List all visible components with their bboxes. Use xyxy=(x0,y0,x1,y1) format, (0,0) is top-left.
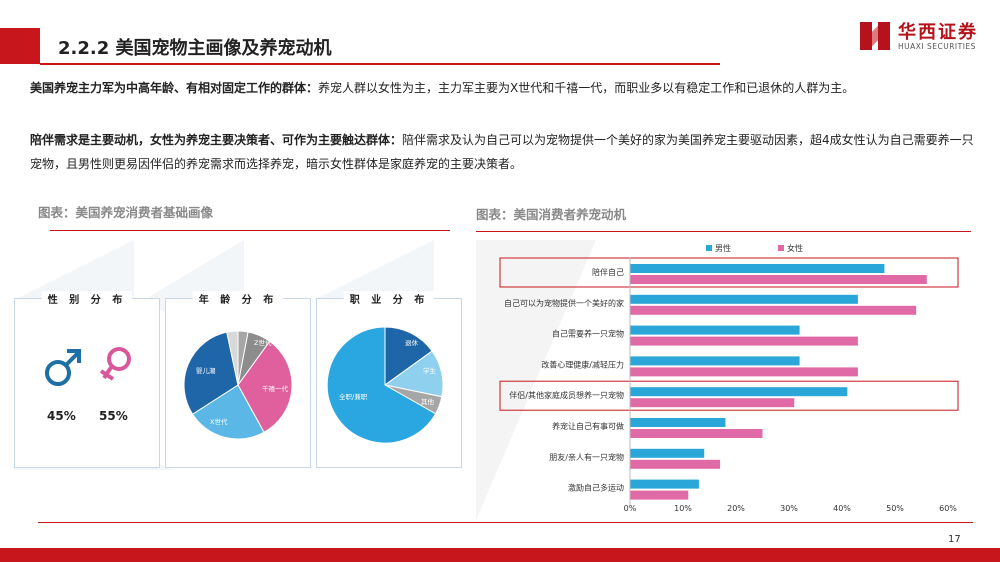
legend-swatch-1 xyxy=(706,245,712,251)
left-figure-caption: 图表：美国养宠消费者基础画像 xyxy=(38,205,214,220)
x-tick-label: 50% xyxy=(886,504,904,513)
bar-male xyxy=(630,294,858,304)
male-percentage: 45% xyxy=(47,409,76,423)
job-panel-title: 职 业 分 布 xyxy=(343,291,435,306)
category-label: 朋友/亲人有一只宠物 xyxy=(549,452,624,462)
footer-bar xyxy=(0,548,1000,562)
slide-title: 2.2.2 美国宠物主画像及养宠动机 xyxy=(58,38,332,59)
age-slice-minor xyxy=(226,330,239,386)
x-tick-label: 0% xyxy=(624,504,637,513)
motivation-bar-chart: 男性 女性陪伴自己自己可以为宠物提供一个美好的家自己需要养一只宠物改善心理健康/减… xyxy=(499,243,959,513)
bar-female xyxy=(630,305,917,315)
paragraph-1-body: 养宠人群以女性为主，主力军主要为X世代和千禧一代，而职业多以有稳定工作和已退休的… xyxy=(318,81,855,95)
logo-text-cn: 华西证券 xyxy=(898,22,978,43)
bar-male xyxy=(630,418,726,427)
job-slice-employed xyxy=(326,326,437,444)
right-caption-rule xyxy=(476,231,971,232)
x-tick-label: 10% xyxy=(674,504,692,513)
page-number: 17 xyxy=(948,534,961,545)
category-label: 陪伴自己 xyxy=(592,267,624,277)
bar-female xyxy=(630,275,927,284)
gender-distribution-panel: 性 别 分 布 45% 55% xyxy=(14,291,160,468)
legend-swatch-2 xyxy=(778,245,784,251)
category-label: 激励自己多运动 xyxy=(568,483,624,493)
paragraph-1: 美国养宠主力军为中高年龄、有相对固定工作的群体：养宠人群以女性为主，主力军主要为… xyxy=(30,76,980,100)
category-label: 伴侣/其他家庭成员想养一只宠物 xyxy=(509,390,624,400)
highlight-box-2 xyxy=(499,380,959,411)
female-percentage: 55% xyxy=(99,409,128,423)
job-label-employed: 全职/兼职 xyxy=(339,392,368,401)
age-panel-title: 年 龄 分 布 xyxy=(192,291,284,306)
paragraph-2: 陪伴需求是主要动机，女性为养宠主要决策者、可作为主要触达群体：陪伴需求及认为自己… xyxy=(30,128,980,176)
huaxi-logo-icon xyxy=(860,22,890,50)
age-label-x: X世代 xyxy=(210,417,228,426)
age-distribution-panel: 年 龄 分 布 Z世代 千禧一代 X世代 婴儿潮 xyxy=(165,291,311,468)
highlight-box-1 xyxy=(499,257,959,288)
category-label: 养宠让自己有事可做 xyxy=(552,421,624,431)
age-slice-millennial xyxy=(237,340,293,433)
bar-female xyxy=(630,490,689,500)
bar-male xyxy=(630,356,800,366)
category-label: 改善心理健康/减轻压力 xyxy=(541,359,624,369)
right-figure-caption: 图表：美国消费者养宠动机 xyxy=(476,207,627,222)
title-underline xyxy=(40,63,720,65)
bar-male xyxy=(630,325,800,335)
bar-male xyxy=(630,479,699,489)
legend-label-1: 男性 xyxy=(715,243,731,253)
chart-background-shape xyxy=(476,240,596,520)
age-pie-chart: Z世代 千禧一代 X世代 婴儿潮 xyxy=(183,330,293,440)
age-label-boomer: 婴儿潮 xyxy=(196,366,216,375)
age-label-millennial: 千禧一代 xyxy=(262,384,289,393)
bar-female xyxy=(630,459,721,469)
age-slice-boomer xyxy=(183,331,239,415)
title-accent-tab xyxy=(0,28,40,64)
bar-female xyxy=(630,336,858,346)
x-tick-label: 30% xyxy=(780,504,798,513)
bottom-rule xyxy=(38,522,973,523)
male-symbol-icon xyxy=(45,349,81,386)
bar-male xyxy=(630,264,885,273)
job-label-retired: 退休 xyxy=(405,338,419,347)
legend-label-2: 女性 xyxy=(787,243,803,253)
left-caption-rule xyxy=(50,230,450,231)
female-symbol-icon xyxy=(99,347,131,381)
x-tick-label: 20% xyxy=(727,504,745,513)
bar-female xyxy=(630,367,858,377)
bar-female xyxy=(630,429,763,438)
bar-male xyxy=(630,387,848,397)
age-slice-x xyxy=(191,384,265,440)
bar-female xyxy=(630,398,795,408)
paragraph-2-lead: 陪伴需求是主要动机，女性为养宠主要决策者、可作为主要触达群体： xyxy=(30,133,403,147)
logo-text-en: HUAXI SECURITIES xyxy=(898,42,976,51)
paragraph-2-body: 陪伴需求及认为自己可以为宠物提供一个美好的家为美国养宠主要驱动因素，超4成女性认… xyxy=(30,133,974,171)
age-label-z: Z世代 xyxy=(254,338,272,347)
job-pie-chart: 退休 学生 其他 全职/兼职 xyxy=(326,326,444,444)
x-tick-label: 40% xyxy=(833,504,851,513)
category-label: 自己可以为宠物提供一个美好的家 xyxy=(504,298,624,308)
paragraph-1-lead: 美国养宠主力军为中高年龄、有相对固定工作的群体： xyxy=(30,81,319,95)
job-label-student: 学生 xyxy=(423,366,437,375)
job-label-other: 其他 xyxy=(421,397,435,406)
x-tick-label: 60% xyxy=(939,504,957,513)
category-label: 自己需要养一只宠物 xyxy=(552,329,624,339)
job-distribution-panel: 职 业 分 布 退休 学生 其他 全职/兼职 xyxy=(316,291,462,468)
gender-panel-title: 性 别 分 布 xyxy=(41,291,133,306)
job-slice-retired xyxy=(384,326,433,386)
bar-male xyxy=(630,448,705,458)
